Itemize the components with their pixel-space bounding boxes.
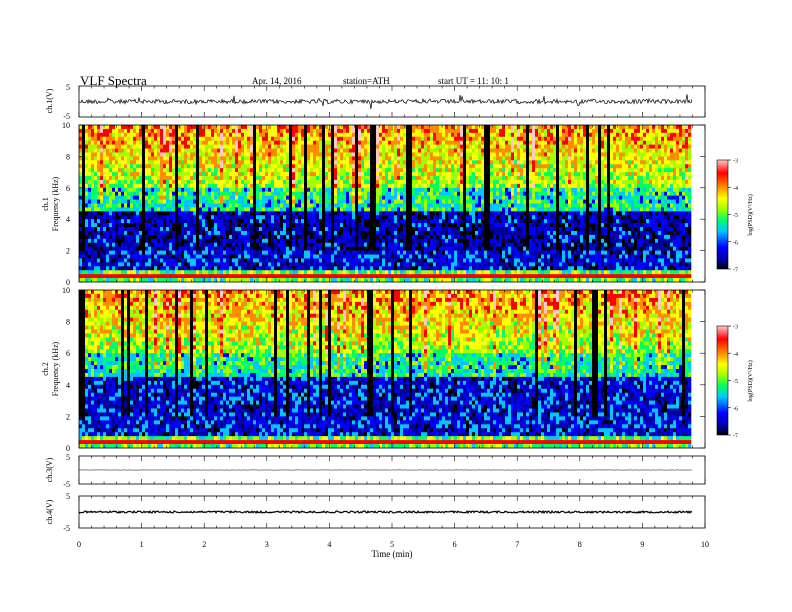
- start-ut-label: start UT = 11: 10: 1: [438, 76, 509, 86]
- date-label: Apr. 14, 2016: [252, 76, 302, 86]
- x-tick-label: 4: [327, 540, 331, 549]
- station-label: station=ATH: [343, 76, 390, 86]
- ch3-ytick-bottom: -5: [63, 480, 70, 489]
- colorbar-tick-label: -6: [733, 406, 738, 412]
- ch2-spec-ylabel-channel: ch.2: [41, 362, 50, 376]
- ch4-waveform-panel: 5 -5 ch.4(V): [45, 492, 706, 533]
- x-tick-label: 5: [390, 540, 394, 549]
- ch3-waveform-panel: 5 -5 ch.3(V): [45, 453, 706, 489]
- ch2-spec-ylabel-frequency: Frequency (kHz): [51, 341, 60, 396]
- spec-ytick-label: 8: [66, 318, 70, 327]
- ch1-ylabel: ch.1(V): [45, 88, 54, 113]
- ch1-waveform-line: [78, 94, 693, 110]
- colorbar-tick-label: -5: [733, 379, 738, 385]
- colorbar-tick-label: -5: [733, 213, 738, 219]
- colorbar-tick-label: -6: [733, 240, 738, 246]
- spec-ytick-label: 6: [66, 184, 70, 193]
- x-axis: Time (min) 0 1 2 3 4 5 6 7 8 9 10: [77, 86, 709, 559]
- x-tick-label: 0: [77, 540, 81, 549]
- chart-title: VLF Spectra: [80, 73, 147, 88]
- ch1-spectrogram-panel: 0 2 4 6 8 10 ch.1 Frequency (kHz): [41, 121, 706, 287]
- colorbar-tick-label: -7: [733, 434, 738, 440]
- ch2-colorbar: -3 -4 -5 -6 -7 log(PSD)(V²/Hz): [716, 325, 754, 440]
- ch4-ytick-bottom: -5: [63, 524, 70, 533]
- x-tick-label: 1: [140, 540, 144, 549]
- ch4-waveform-line: [78, 509, 693, 515]
- x-axis-label: Time (min): [372, 549, 413, 559]
- spec-ytick-label: 2: [66, 412, 70, 421]
- spec-ytick-label: 0: [66, 278, 70, 287]
- ch4-ytick-top: 5: [66, 492, 70, 501]
- ch1-spec-ylabel-frequency: Frequency (kHz): [51, 176, 60, 231]
- ch3-ylabel: ch.3(V): [45, 457, 54, 482]
- ch1-spectrogram-image: [79, 125, 692, 283]
- x-tick-label: 10: [701, 540, 709, 549]
- colorbar-tick-label: -4: [733, 186, 738, 192]
- spec-ytick-label: 4: [66, 215, 70, 224]
- ch1-colorbar: -3 -4 -5 -6 -7 log(PSD)(V²/Hz): [716, 159, 754, 274]
- x-tick-label: 9: [640, 540, 644, 549]
- x-tick-label: 8: [578, 540, 582, 549]
- ch2-spectrogram-image: [79, 290, 692, 449]
- ch3-ytick-top: 5: [66, 453, 70, 462]
- x-tick-label: 2: [202, 540, 206, 549]
- ch1-waveform-panel: 5 -5 ch.1(V): [45, 83, 706, 121]
- colorbar-tick-label: -3: [733, 159, 738, 165]
- ch4-ylabel: ch.4(V): [45, 499, 54, 524]
- spec-ytick-label: 10: [62, 286, 70, 295]
- x-tick-label: 6: [453, 540, 457, 549]
- spec-ytick-label: 6: [66, 349, 70, 358]
- ch1-ytick-bottom: -5: [63, 112, 70, 121]
- ch2-spectrogram-panel: 0 2 4 6 8 10 ch.2 Frequency (kHz): [41, 286, 706, 453]
- spec-ytick-label: 10: [62, 121, 70, 130]
- colorbar-tick-label: -7: [733, 268, 738, 274]
- spec-ytick-label: 0: [66, 444, 70, 453]
- ch1-colorbar-label: log(PSD)(V²/Hz): [747, 194, 754, 235]
- ch1-spec-ylabel-channel: ch.1: [41, 197, 50, 211]
- ch2-colorbar-label: log(PSD)(V²/Hz): [747, 360, 754, 401]
- colorbar-tick-label: -3: [733, 325, 738, 331]
- spec-ytick-label: 4: [66, 381, 70, 390]
- colorbar-tick-label: -4: [733, 352, 738, 358]
- spec-ytick-label: 8: [66, 152, 70, 161]
- x-tick-label: 3: [265, 540, 269, 549]
- x-tick-label: 7: [515, 540, 519, 549]
- spec-ytick-label: 2: [66, 247, 70, 256]
- ch1-ytick-top: 5: [66, 83, 70, 92]
